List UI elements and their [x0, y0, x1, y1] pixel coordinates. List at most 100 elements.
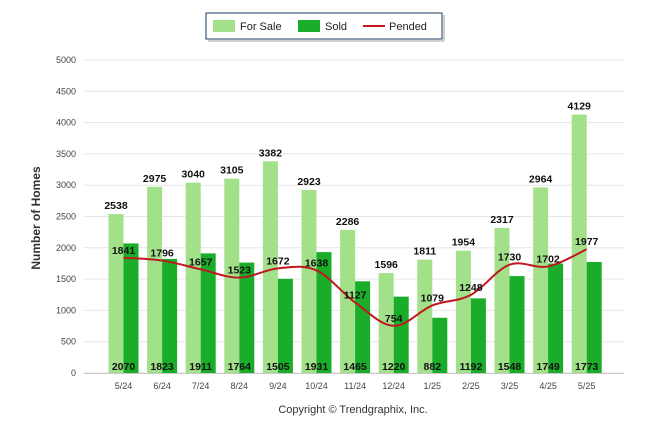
label-sold: 1548	[498, 361, 522, 373]
data-labels: 2538 2975 3040 3105 3382 2923 2286 1596 1811 1954…	[104, 101, 598, 373]
label-for-sale: 2286	[336, 216, 360, 228]
x-tick-label: 8/24	[231, 381, 249, 391]
label-for-sale: 3105	[220, 165, 244, 177]
bar-for-sale	[571, 114, 587, 373]
label-pended: 1977	[575, 236, 599, 248]
bar-for-sale	[494, 227, 510, 373]
pended-line	[123, 248, 588, 327]
y-tick-label: 4000	[56, 118, 76, 128]
bar-sold	[239, 262, 255, 373]
label-sold: 1192	[460, 361, 483, 373]
label-sold: 1465	[343, 361, 367, 373]
label-sold: 1773	[575, 361, 599, 373]
x-tick-label: 11/24	[344, 381, 366, 391]
y-tick-label: 2500	[56, 212, 76, 222]
y-tick-label: 2000	[56, 243, 76, 253]
bar-for-sale	[185, 182, 201, 373]
bar-sold	[316, 252, 332, 373]
bar-for-sale	[262, 161, 278, 373]
bar-for-sale	[224, 178, 240, 373]
label-pended: 754	[385, 313, 403, 325]
y-tick-label: 3500	[56, 149, 76, 159]
label-pended: 1841	[112, 245, 136, 257]
legend-swatch-for-sale[interactable]	[213, 20, 235, 32]
label-sold: 2070	[112, 361, 136, 373]
label-sold: 1220	[382, 361, 406, 373]
label-for-sale: 3382	[259, 147, 283, 159]
label-for-sale: 1596	[375, 259, 399, 271]
bar-sold	[470, 298, 486, 373]
y-tick-label: 1500	[56, 274, 76, 284]
label-pended: 1657	[189, 256, 213, 268]
y-tick-label: 5000	[56, 55, 76, 65]
bar-sold	[586, 262, 602, 373]
y-tick-label: 500	[61, 337, 76, 347]
label-pended: 1730	[498, 252, 522, 264]
label-pended: 1079	[421, 292, 445, 304]
legend: For Sale Sold Pended	[205, 12, 445, 42]
label-sold: 1764	[228, 361, 252, 373]
bar-sold	[548, 263, 564, 373]
x-tick-label: 3/25	[501, 381, 519, 391]
y-tick-label: 4500	[56, 86, 76, 96]
legend-swatch-sold[interactable]	[298, 20, 320, 32]
label-pended: 1702	[536, 253, 560, 265]
y-tick-label: 0	[71, 368, 76, 378]
bar-sold	[123, 243, 139, 373]
label-sold: 1823	[150, 361, 174, 373]
bar-sold	[509, 276, 525, 373]
y-tick-label: 3000	[56, 180, 76, 190]
y-axis-label: Number of Homes	[29, 166, 43, 270]
x-tick-label: 4/25	[539, 381, 557, 391]
bar-for-sale	[417, 259, 433, 373]
legend-label-pended[interactable]: Pended	[389, 21, 427, 33]
label-for-sale: 2975	[143, 173, 167, 185]
pended-line-path	[123, 248, 588, 327]
copyright-credit: Copyright © Trendgraphix, Inc.	[278, 404, 427, 416]
bar-for-sale	[301, 190, 317, 373]
bar-for-sale	[455, 250, 471, 373]
label-for-sale: 4129	[568, 101, 592, 113]
legend-box	[205, 12, 443, 40]
label-pended: 1523	[228, 265, 252, 277]
legend-label-sold[interactable]: Sold	[325, 21, 347, 33]
label-pended: 1638	[305, 257, 329, 269]
bar-for-sale	[147, 186, 163, 373]
x-tick-label: 9/24	[269, 381, 287, 391]
x-tick-label: 5/24	[115, 381, 133, 391]
x-tick-label: 12/24	[382, 381, 405, 391]
legend-shadow-bottom	[208, 40, 444, 42]
label-for-sale: 1811	[413, 246, 436, 258]
label-sold: 1749	[536, 361, 560, 373]
bar-for-sale	[378, 273, 394, 373]
label-for-sale: 2317	[490, 214, 514, 226]
x-tick-label: 5/25	[578, 381, 596, 391]
label-for-sale: 2923	[297, 176, 321, 188]
bar-sold	[200, 253, 216, 373]
label-sold: 1911	[189, 361, 212, 373]
label-pended: 1248	[459, 282, 483, 294]
bar-sold	[432, 317, 448, 373]
label-sold: 1505	[266, 361, 290, 373]
legend-shadow	[443, 15, 445, 41]
label-for-sale: 2538	[104, 200, 128, 212]
bar-for-sale	[340, 229, 356, 373]
bar-sold	[277, 278, 293, 373]
label-for-sale: 2964	[529, 173, 553, 185]
label-pended: 1796	[150, 248, 174, 260]
bar-for-sale	[533, 187, 549, 373]
x-tick-label: 6/24	[153, 381, 171, 391]
bar-sold	[162, 258, 178, 373]
label-for-sale: 1954	[452, 237, 476, 249]
legend-label-for-sale[interactable]: For Sale	[240, 21, 282, 33]
x-axis-ticks: 5/24 6/24 7/24 8/24 9/24 10/24 11/24 12/24 1/25 2…	[84, 373, 624, 391]
bar-for-sale	[108, 214, 124, 373]
x-tick-label: 1/25	[424, 381, 442, 391]
label-pended: 1127	[344, 289, 367, 301]
y-tick-label: 1000	[56, 305, 76, 315]
label-sold: 882	[424, 361, 442, 373]
y-axis-ticks: 0 500 1000 1500 2000 2500 3000 3500 4000 4500 5000	[56, 55, 76, 378]
label-sold: 1931	[305, 361, 329, 373]
label-pended: 1672	[266, 255, 290, 267]
